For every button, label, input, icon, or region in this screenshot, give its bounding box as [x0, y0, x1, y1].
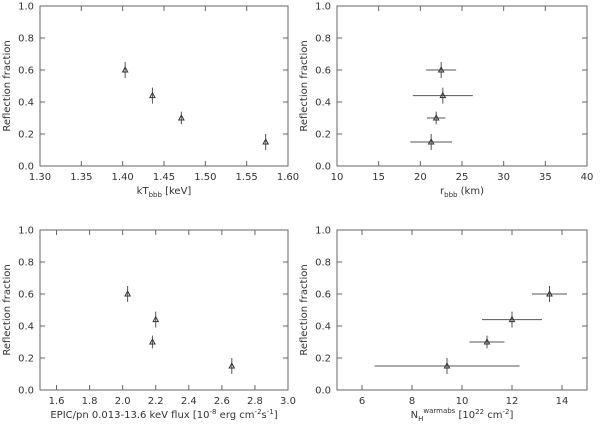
x-tick-label: 8 [409, 396, 415, 407]
x-tick-label: 20 [414, 172, 427, 183]
x-tick-label: 12 [506, 396, 519, 407]
y-tick-label: 1.0 [315, 226, 331, 237]
y-tick-label: 0.0 [315, 386, 331, 397]
panel-top-right: 10 15 20 25 30 35 40 0.0 0.2 0.4 0.6 0.8 1.0 Reflecti… [299, 2, 593, 200]
x-tick-label: 2.6 [214, 396, 230, 407]
y-axis-label: Reflection fraction [2, 40, 13, 131]
y-tick-label: 1.0 [18, 2, 34, 13]
y-axis-label: Reflection fraction [2, 264, 13, 355]
data-point [148, 87, 156, 104]
x-tick-label: 1.60 [277, 172, 299, 183]
data-point [426, 62, 457, 78]
data-point [412, 87, 473, 104]
y-tick-label: 0.4 [18, 98, 34, 109]
y-tick-label: 0.8 [315, 34, 331, 45]
data-point [482, 311, 542, 328]
x-tick-label: 10 [456, 396, 469, 407]
x-axis-label: rbbb (km) [440, 186, 484, 199]
data-point [148, 335, 156, 349]
x-tick-label: 30 [497, 172, 510, 183]
plot-frame [39, 5, 289, 167]
point-marker [427, 138, 435, 145]
x-tick-label: 3.0 [280, 396, 296, 407]
y-tick-label: 0.6 [18, 66, 34, 77]
y-tick-label: 0.6 [315, 290, 331, 301]
x-axis-label: EPIC/pn 0.013-13.6 keV flux [10-8 erg cm… [50, 408, 277, 421]
plot-frame [336, 5, 588, 167]
point-marker [546, 290, 553, 297]
x-tick-label: 1.8 [82, 396, 98, 407]
x-axis-label: kTbbb [keV] [137, 186, 192, 199]
x-tick-label: 2.8 [247, 396, 263, 407]
point-marker [443, 362, 451, 369]
point-marker [121, 66, 129, 73]
x-axis-label: NHwarmabs [1022 cm-2] [411, 407, 514, 423]
point-marker [148, 91, 156, 99]
y-tick-label: 0.2 [315, 130, 331, 141]
y-tick-label: 0.8 [18, 258, 34, 269]
y-tick-label: 1.0 [18, 226, 34, 237]
x-tick-label: 2.2 [148, 396, 164, 407]
y-tick-label: 0.4 [18, 322, 34, 333]
x-tick-label: 1.45 [153, 172, 175, 183]
y-tick-label: 0.2 [18, 130, 34, 141]
x-tick-label: 10 [331, 172, 344, 183]
x-tick-label: 14 [556, 396, 569, 407]
y-tick-label: 0.0 [315, 162, 331, 173]
x-tick-label: 40 [581, 172, 594, 183]
point-marker [177, 114, 185, 121]
x-tick-label: 1.40 [112, 172, 134, 183]
data-point [532, 286, 567, 302]
y-tick-label: 0.6 [315, 66, 331, 77]
x-tick-label: 2.4 [181, 396, 197, 407]
plot-frame [39, 229, 289, 391]
x-tick-label: 2.0 [115, 396, 131, 407]
y-tick-label: 0.2 [315, 354, 331, 365]
data-point [228, 358, 236, 374]
data-point [410, 134, 452, 150]
point-marker [152, 315, 160, 323]
data-point [427, 111, 446, 125]
point-marker [262, 138, 270, 145]
y-tick-label: 0.0 [18, 386, 34, 397]
point-marker [432, 114, 440, 121]
y-tick-label: 0.6 [18, 290, 34, 301]
data-point [124, 286, 132, 302]
point-marker [124, 290, 132, 297]
data-point [152, 311, 160, 328]
y-tick-label: 1.0 [315, 2, 331, 13]
data-point [177, 111, 185, 125]
y-tick-label: 0.0 [18, 162, 34, 173]
y-axis-label: Reflection fraction [299, 264, 310, 355]
data-point [469, 335, 505, 349]
x-tick-label: 1.50 [194, 172, 216, 183]
panel-bottom-left: 1.6 1.8 2.0 2.2 2.4 2.6 2.8 3.0 0.0 0.2 0.4 0.6 0.8 1… [2, 226, 296, 422]
x-tick-label: 1.6 [49, 396, 65, 407]
x-tick-label: 15 [372, 172, 385, 183]
y-tick-label: 0.8 [315, 258, 331, 269]
y-tick-label: 0.8 [18, 34, 34, 45]
x-tick-label: 6 [359, 396, 365, 407]
x-tick-label: 35 [539, 172, 552, 183]
point-marker [437, 66, 445, 73]
x-tick-label: 1.55 [236, 172, 258, 183]
data-point [262, 134, 270, 150]
point-marker [148, 338, 156, 345]
y-axis-label: Reflection fraction [299, 40, 310, 131]
data-point [374, 358, 520, 374]
y-tick-label: 0.2 [18, 354, 34, 365]
data-point [121, 62, 129, 78]
point-marker [483, 338, 491, 345]
x-tick-label: 25 [456, 172, 469, 183]
panel-top-left: 1.30 1.35 1.40 1.45 1.50 1.55 1.60 0.0 0.2 0.4 0.6… [2, 2, 299, 200]
point-marker [228, 362, 236, 369]
panel-bottom-right: 6 8 10 12 14 0.0 0.2 0.4 0.6 0.8 1.0 Reflection fra… [299, 226, 588, 423]
y-tick-label: 0.4 [315, 98, 331, 109]
y-tick-label: 0.4 [315, 322, 331, 333]
x-tick-label: 1.35 [70, 172, 92, 183]
point-marker [508, 315, 516, 323]
point-marker [439, 91, 447, 99]
x-tick-label: 1.30 [29, 172, 51, 183]
